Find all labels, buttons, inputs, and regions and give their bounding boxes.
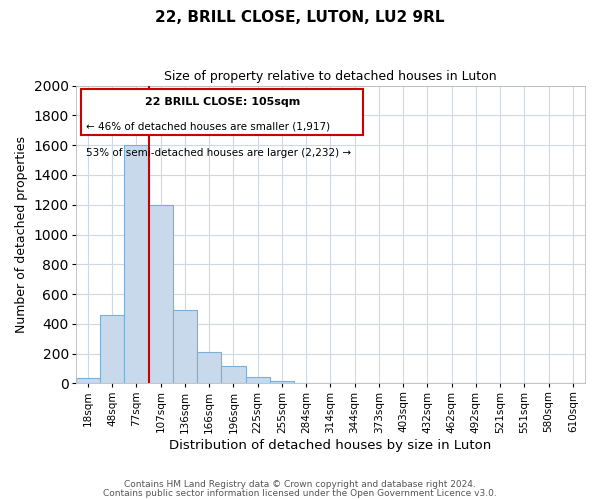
Bar [173,310,197,384]
Bar [149,204,173,384]
Text: Contains HM Land Registry data © Crown copyright and database right 2024.: Contains HM Land Registry data © Crown c… [124,480,476,489]
Bar [294,382,318,384]
Text: ← 46% of detached houses are smaller (1,917): ← 46% of detached houses are smaller (1,… [86,122,330,132]
Bar [124,145,149,384]
Text: 53% of semi-detached houses are larger (2,232) →: 53% of semi-detached houses are larger (… [86,148,351,158]
Text: 22 BRILL CLOSE: 105sqm: 22 BRILL CLOSE: 105sqm [145,98,300,108]
Bar [245,377,270,384]
Bar [270,380,294,384]
Text: Contains public sector information licensed under the Open Government Licence v3: Contains public sector information licen… [103,488,497,498]
Bar [100,315,124,384]
Title: Size of property relative to detached houses in Luton: Size of property relative to detached ho… [164,70,497,83]
Bar [76,378,100,384]
Text: 22, BRILL CLOSE, LUTON, LU2 9RL: 22, BRILL CLOSE, LUTON, LU2 9RL [155,10,445,25]
Bar [221,366,245,384]
Bar [197,352,221,384]
X-axis label: Distribution of detached houses by size in Luton: Distribution of detached houses by size … [169,440,491,452]
FancyBboxPatch shape [81,88,364,134]
Y-axis label: Number of detached properties: Number of detached properties [15,136,28,333]
